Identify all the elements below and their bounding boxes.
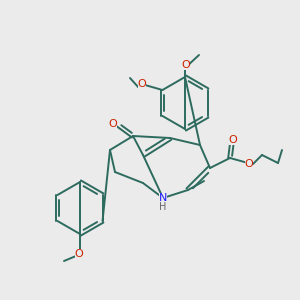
Text: H: H: [159, 202, 167, 212]
Text: O: O: [75, 249, 83, 259]
Text: O: O: [109, 119, 117, 129]
Text: O: O: [244, 159, 253, 169]
Text: O: O: [138, 79, 146, 89]
Text: O: O: [182, 60, 190, 70]
Text: O: O: [229, 135, 237, 145]
Text: N: N: [159, 193, 167, 203]
